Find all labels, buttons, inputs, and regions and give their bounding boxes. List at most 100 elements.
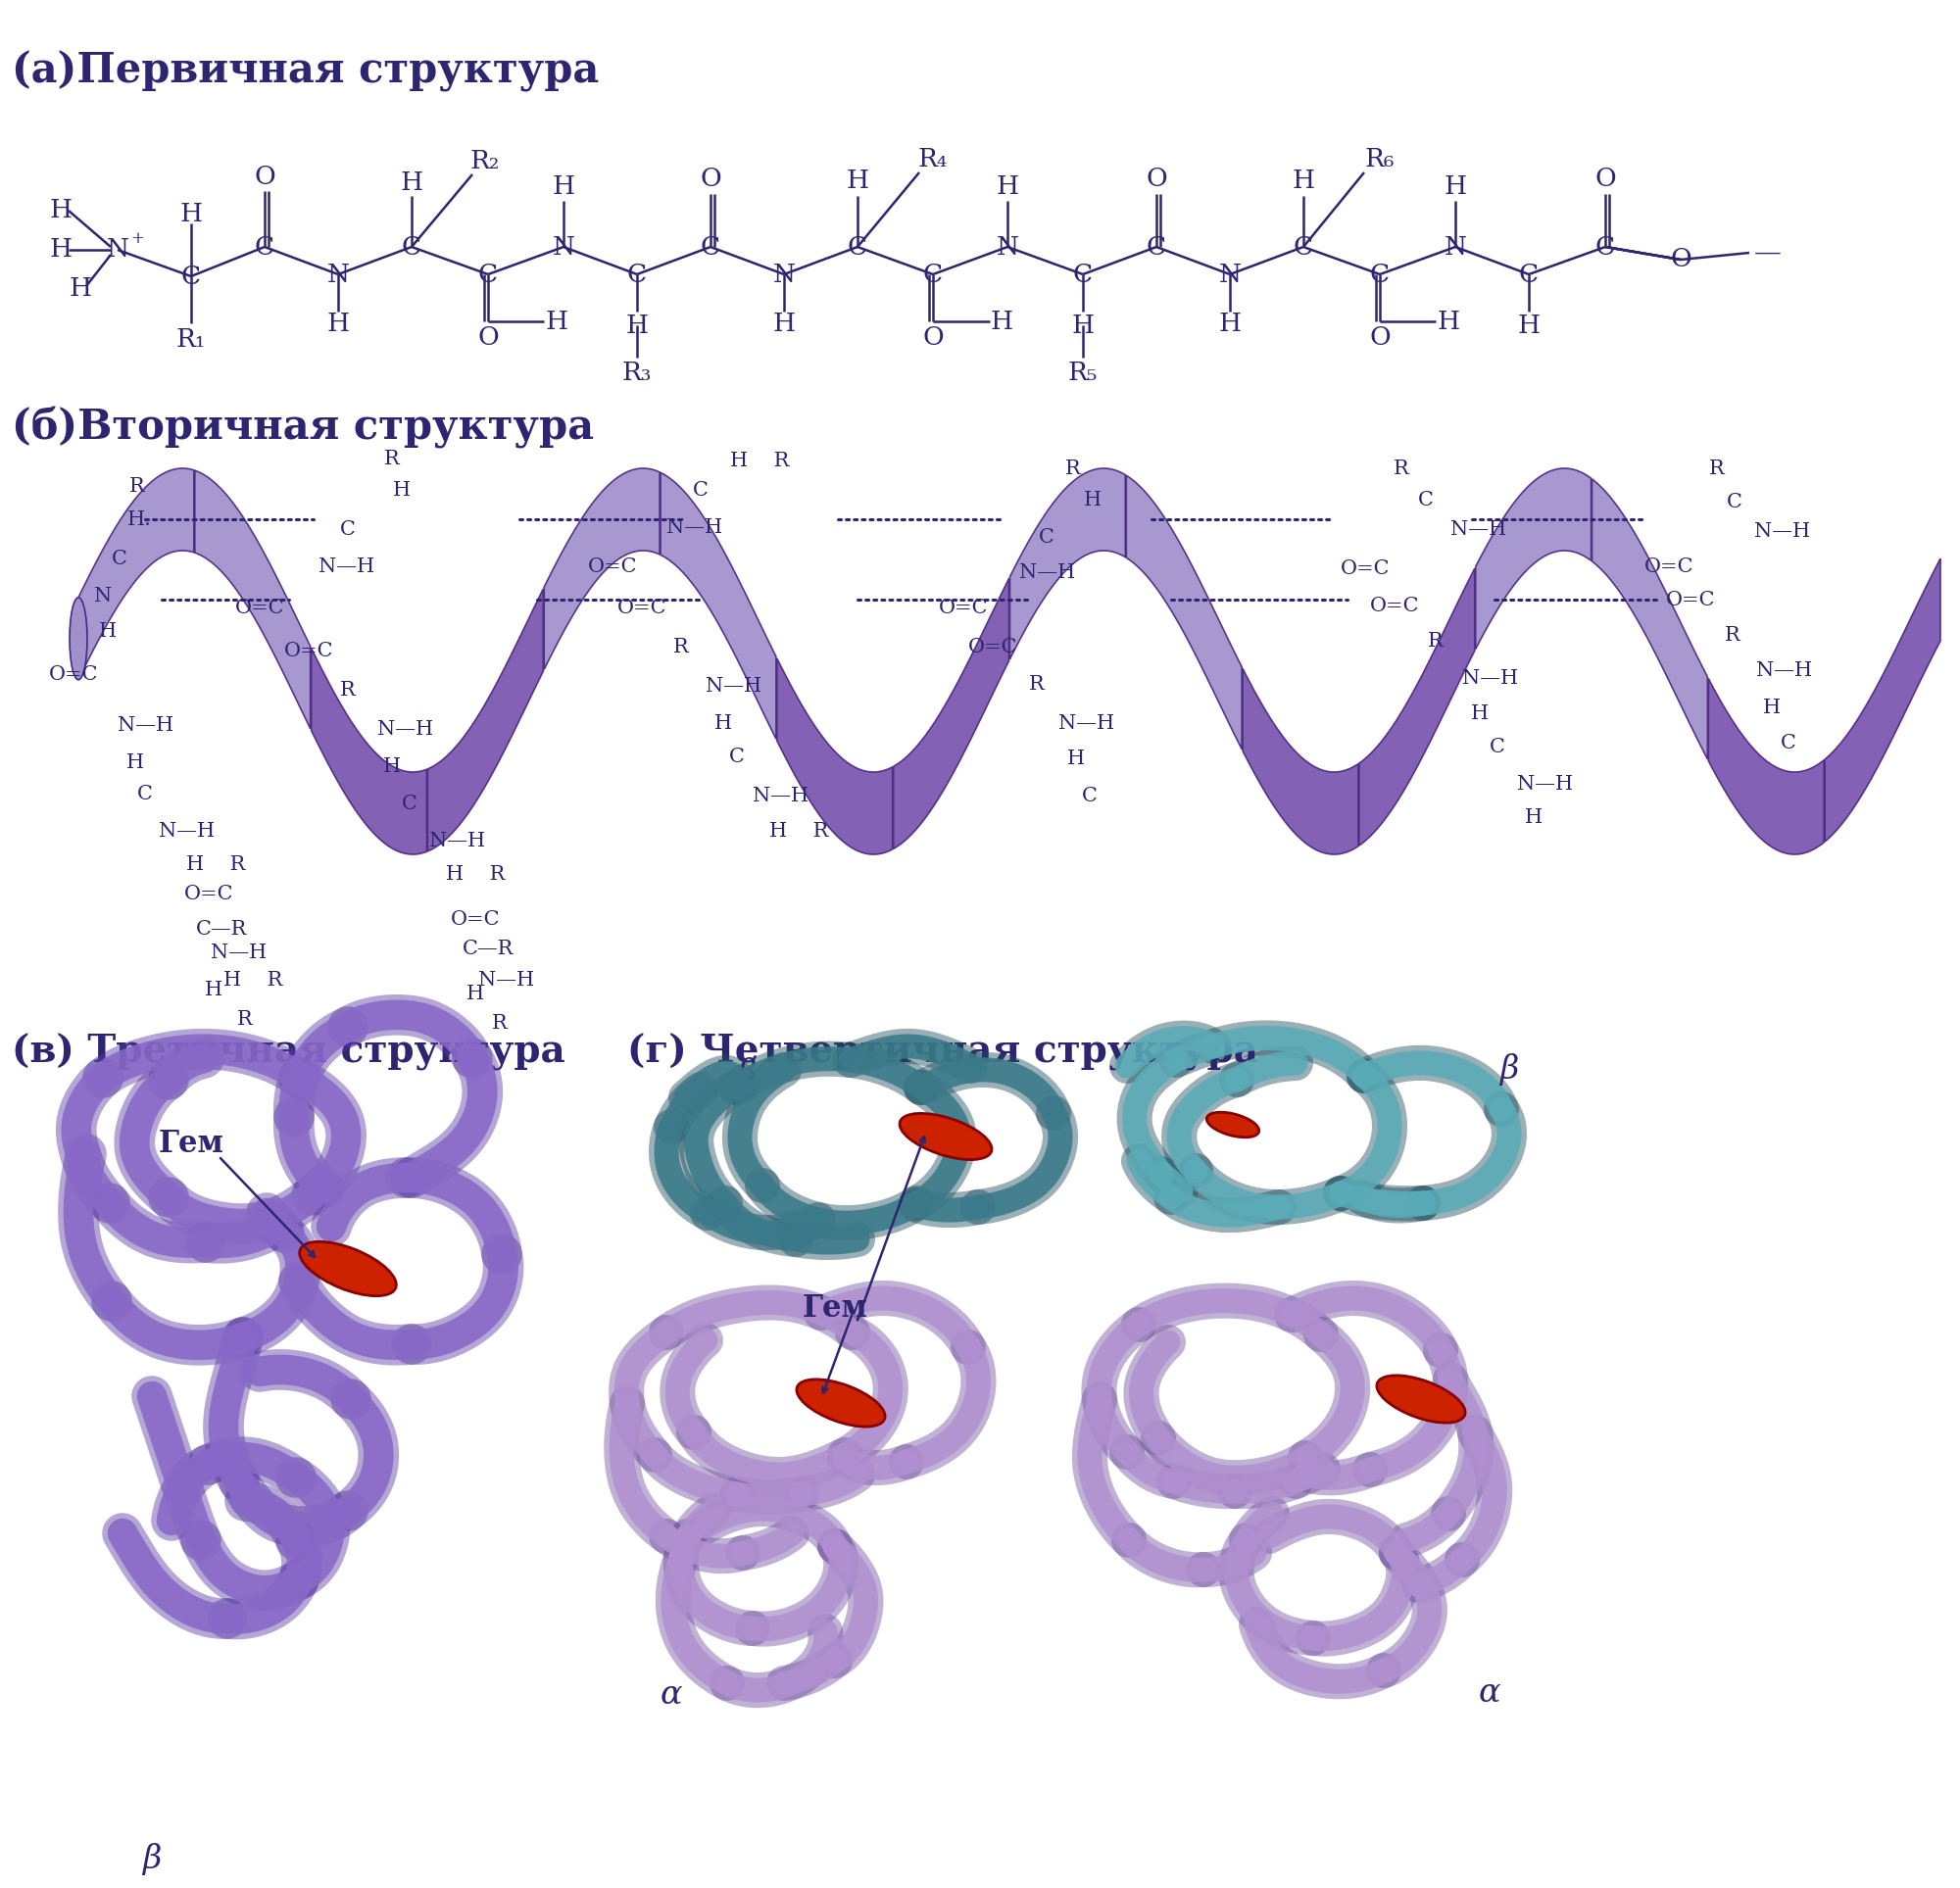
- Text: H: H: [1437, 310, 1460, 334]
- Text: C: C: [1490, 738, 1505, 755]
- Text: H: H: [49, 238, 73, 262]
- Text: H.: H.: [127, 510, 151, 529]
- Text: R: R: [1066, 459, 1080, 478]
- Text: H    R: H R: [223, 970, 282, 989]
- Polygon shape: [1825, 559, 1940, 842]
- Text: R₁: R₁: [176, 327, 206, 351]
- Text: H: H: [1292, 170, 1315, 193]
- Text: H    R: H R: [729, 451, 790, 470]
- Text: Гем: Гем: [159, 1129, 223, 1159]
- Text: C—R: C—R: [463, 938, 514, 957]
- Text: N—H: N—H: [1756, 663, 1813, 680]
- Text: C: C: [1082, 785, 1098, 804]
- Text: R₃: R₃: [621, 361, 653, 385]
- Text: R₄: R₄: [917, 147, 949, 172]
- Text: O: O: [478, 325, 498, 349]
- Text: N—H: N—H: [376, 721, 433, 740]
- Polygon shape: [545, 468, 661, 670]
- Text: N—H: N—H: [1754, 521, 1811, 540]
- Text: H: H: [1066, 750, 1086, 768]
- Text: R: R: [1725, 625, 1740, 644]
- Text: C: C: [341, 519, 355, 538]
- Text: C: C: [402, 234, 421, 259]
- Text: O=C: O=C: [1370, 597, 1419, 615]
- Text: H: H: [180, 202, 202, 227]
- Text: N—H: N—H: [1058, 714, 1115, 733]
- Text: C: C: [1419, 491, 1433, 510]
- Polygon shape: [78, 468, 194, 680]
- Text: R₅: R₅: [1068, 361, 1098, 385]
- Text: H: H: [204, 980, 223, 999]
- Text: H: H: [392, 481, 412, 498]
- Text: H: H: [400, 170, 423, 194]
- Text: O=C: O=C: [284, 642, 333, 661]
- Text: R: R: [1709, 459, 1725, 478]
- Text: N—H: N—H: [1019, 565, 1076, 583]
- Polygon shape: [427, 589, 543, 851]
- Text: H: H: [772, 312, 796, 336]
- Text: O=C: O=C: [1644, 557, 1693, 576]
- Text: O: O: [1595, 166, 1615, 191]
- Text: C: C: [180, 264, 202, 289]
- Text: O=C: O=C: [617, 598, 666, 617]
- Text: C: C: [694, 481, 708, 498]
- Text: H: H: [466, 986, 484, 1004]
- Text: C: C: [255, 234, 274, 259]
- Text: O=C: O=C: [1666, 591, 1715, 610]
- Text: C: C: [1039, 527, 1054, 546]
- Text: C: C: [478, 262, 498, 287]
- Text: N: N: [1445, 234, 1466, 259]
- Text: R: R: [1029, 674, 1045, 693]
- Polygon shape: [1476, 468, 1592, 649]
- Polygon shape: [661, 472, 776, 738]
- Text: C: C: [1294, 234, 1313, 259]
- Text: (в) Третичная структура: (в) Третичная структура: [12, 1033, 564, 1070]
- Polygon shape: [1592, 480, 1707, 759]
- Ellipse shape: [71, 597, 86, 680]
- Text: C: C: [700, 234, 721, 259]
- Text: H: H: [1445, 174, 1466, 198]
- Text: O=C: O=C: [588, 557, 637, 576]
- Text: N—H: N—H: [478, 970, 535, 989]
- Text: C: C: [137, 784, 153, 802]
- Text: N—H: N—H: [118, 716, 174, 734]
- Text: —: —: [1754, 240, 1782, 266]
- Text: O=C: O=C: [451, 910, 500, 929]
- Text: O: O: [1670, 247, 1691, 272]
- Text: N—H: N—H: [666, 517, 723, 536]
- Text: H: H: [1470, 704, 1490, 723]
- Text: N: N: [1219, 262, 1241, 287]
- Ellipse shape: [1376, 1376, 1466, 1424]
- Text: O: O: [255, 164, 274, 189]
- Text: R: R: [237, 1010, 253, 1029]
- Text: N: N: [996, 234, 1019, 259]
- Text: H: H: [1072, 313, 1094, 338]
- Text: N—H: N—H: [1517, 774, 1574, 793]
- Text: O=C: O=C: [184, 884, 233, 902]
- Text: H: H: [1525, 808, 1543, 827]
- Text: (а)Первичная структура: (а)Первичная структура: [12, 51, 600, 93]
- Text: C: C: [847, 234, 868, 259]
- Text: H    R: H R: [447, 865, 506, 884]
- Text: R: R: [1394, 459, 1409, 478]
- Text: O=C: O=C: [235, 598, 284, 617]
- Text: H: H: [1517, 313, 1541, 338]
- Text: N—H: N—H: [706, 676, 762, 695]
- Text: H: H: [382, 757, 402, 776]
- Text: N: N: [772, 262, 796, 287]
- Ellipse shape: [796, 1380, 886, 1427]
- Ellipse shape: [1207, 1112, 1258, 1137]
- Polygon shape: [894, 578, 1009, 850]
- Polygon shape: [1009, 468, 1125, 659]
- Ellipse shape: [300, 1242, 396, 1295]
- Text: O=C: O=C: [939, 598, 988, 617]
- Text: R: R: [129, 478, 145, 497]
- Text: C: C: [627, 262, 647, 287]
- Text: H    R: H R: [768, 821, 829, 840]
- Text: +: +: [131, 230, 143, 247]
- Text: H: H: [996, 174, 1019, 198]
- Text: O: O: [923, 325, 943, 349]
- Text: N—H: N—H: [318, 557, 374, 576]
- Text: C: C: [1727, 493, 1742, 512]
- Text: H: H: [1219, 312, 1241, 336]
